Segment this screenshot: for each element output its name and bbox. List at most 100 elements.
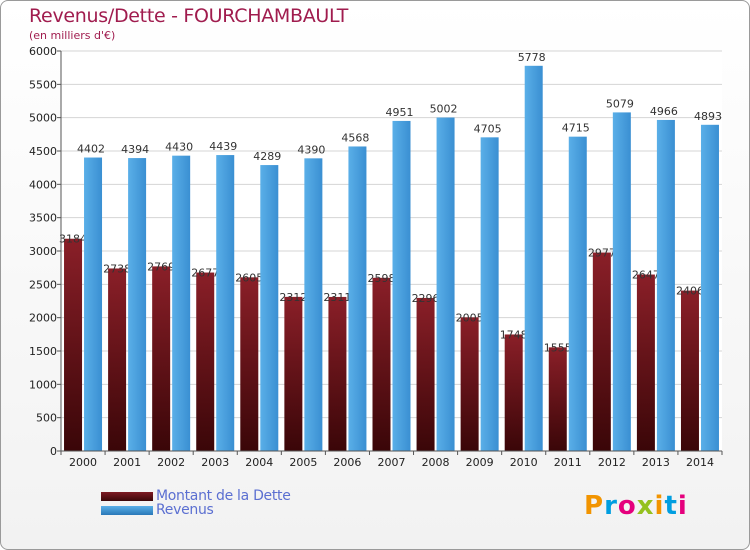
y-tick-label: 1000 xyxy=(29,378,57,391)
brand-logo-letter: x xyxy=(636,491,655,521)
bar-debt xyxy=(460,317,479,451)
data-label-revenue: 4893 xyxy=(694,110,722,123)
data-label-revenue: 4430 xyxy=(165,141,193,154)
grid-lines xyxy=(61,50,722,452)
data-label-debt: 1555 xyxy=(544,341,572,354)
chart-subtitle: (en milliers d'€) xyxy=(29,29,116,42)
data-label-revenue: 5002 xyxy=(430,103,458,116)
bar-debt xyxy=(240,277,259,451)
brand-logo-letter: i xyxy=(654,491,665,521)
data-label-debt: 2769 xyxy=(147,260,175,273)
legend-swatch-debt xyxy=(101,491,153,501)
data-label-debt: 2598 xyxy=(368,272,396,285)
bar-revenue xyxy=(436,117,455,452)
data-label-debt: 2312 xyxy=(279,291,307,304)
x-tick-label: 2009 xyxy=(466,456,494,469)
data-label-debt: 2647 xyxy=(632,269,660,282)
bar-debt xyxy=(196,272,215,451)
bar-debt xyxy=(416,297,435,451)
data-label-revenue: 4394 xyxy=(121,143,149,156)
y-tick-label: 3500 xyxy=(29,212,57,225)
bar-revenue xyxy=(568,136,587,451)
bar-revenue xyxy=(612,112,631,452)
data-label-debt: 2738 xyxy=(103,262,131,275)
y-tick-label: 2500 xyxy=(29,278,57,291)
data-label-revenue: 4568 xyxy=(341,131,369,144)
bar-debt xyxy=(372,277,391,451)
data-label-revenue: 4390 xyxy=(297,143,325,156)
brand-logo-letter: P xyxy=(584,491,605,521)
bar-revenue xyxy=(304,158,323,452)
y-tick-label: 3000 xyxy=(29,245,57,258)
brand-logo-letter: r xyxy=(604,491,618,521)
data-label-debt: 2977 xyxy=(588,247,616,260)
data-label-debt: 2005 xyxy=(456,311,484,324)
legend-swatch-revenue xyxy=(101,505,153,515)
x-tick-label: 2011 xyxy=(554,456,582,469)
data-label-revenue: 4715 xyxy=(562,122,590,135)
y-tick-label: 6000 xyxy=(29,45,57,58)
data-label-revenue: 4439 xyxy=(209,140,237,153)
bar-revenue xyxy=(84,157,103,452)
x-tick-label: 2000 xyxy=(69,456,97,469)
x-tick-label: 2004 xyxy=(245,456,273,469)
data-label-revenue: 4966 xyxy=(650,105,678,118)
y-tick-label: 500 xyxy=(36,412,57,425)
x-tick-label: 2005 xyxy=(289,456,317,469)
x-tick-label: 2001 xyxy=(113,456,141,469)
data-label-debt: 2406 xyxy=(676,285,704,298)
bar-debt xyxy=(592,252,611,451)
bars: 3184 4402 2738 4394 2769 4430 2677 4439 2605 4289… xyxy=(59,51,722,452)
bar-debt xyxy=(680,290,699,451)
legend-label-revenue: Revenus xyxy=(156,502,214,518)
bar-debt xyxy=(64,238,83,451)
bar-revenue xyxy=(260,165,279,452)
data-label-revenue: 4705 xyxy=(474,122,502,135)
bar-debt xyxy=(504,334,523,451)
data-label-debt: 2677 xyxy=(191,267,219,280)
data-label-debt: 2605 xyxy=(235,271,263,284)
bar-revenue xyxy=(656,119,675,451)
data-label-revenue: 5079 xyxy=(606,97,634,110)
data-label-debt: 2311 xyxy=(323,291,351,304)
bar-debt xyxy=(108,268,127,451)
y-axis: 0 500 1000 1500 2000 2500 3000 3500 4000 4500 5000… xyxy=(29,45,62,458)
bar-debt xyxy=(548,347,567,451)
bar-debt xyxy=(284,296,303,451)
bar-revenue xyxy=(128,158,147,452)
legend-label-debt: Montant de la Dette xyxy=(156,488,291,504)
y-tick-label: 1500 xyxy=(29,345,57,358)
x-tick-label: 2006 xyxy=(333,456,361,469)
bar-revenue xyxy=(348,146,367,451)
y-tick-label: 4500 xyxy=(29,145,57,158)
legend-item-debt: Montant de la Dette xyxy=(101,488,291,504)
y-tick-label: 5500 xyxy=(29,78,57,91)
legend-item-revenue: Revenus xyxy=(101,502,214,518)
bar-revenue xyxy=(700,124,719,452)
brand-logo-letter: i xyxy=(677,491,688,521)
x-tick-label: 2002 xyxy=(157,456,185,469)
x-tick-label: 2013 xyxy=(642,456,670,469)
bar-debt xyxy=(328,296,347,451)
bar-revenue xyxy=(524,65,543,452)
y-tick-label: 4000 xyxy=(29,178,57,191)
brand-logo-letter: o xyxy=(617,491,637,521)
x-tick-label: 2010 xyxy=(510,456,538,469)
y-tick-label: 5000 xyxy=(29,112,57,125)
data-label-revenue: 5778 xyxy=(518,51,546,64)
bar-debt xyxy=(152,266,171,451)
chart-title: Revenus/Dette - FOURCHAMBAULT xyxy=(29,5,349,27)
data-label-debt: 1748 xyxy=(500,328,528,341)
bar-revenue xyxy=(216,155,235,452)
data-label-revenue: 4402 xyxy=(77,143,105,156)
x-tick-label: 2014 xyxy=(686,456,714,469)
x-axis: 2000 2001 2002 2003 2004 2005 2006 2007 2008 2009… xyxy=(60,450,723,469)
brand-logo-letter: t xyxy=(664,491,678,521)
bar-revenue xyxy=(172,155,191,451)
y-tick-label: 0 xyxy=(50,445,57,458)
x-tick-label: 2008 xyxy=(422,456,450,469)
brand-logo: Proxiti xyxy=(584,491,688,521)
data-label-revenue: 4289 xyxy=(253,150,281,163)
